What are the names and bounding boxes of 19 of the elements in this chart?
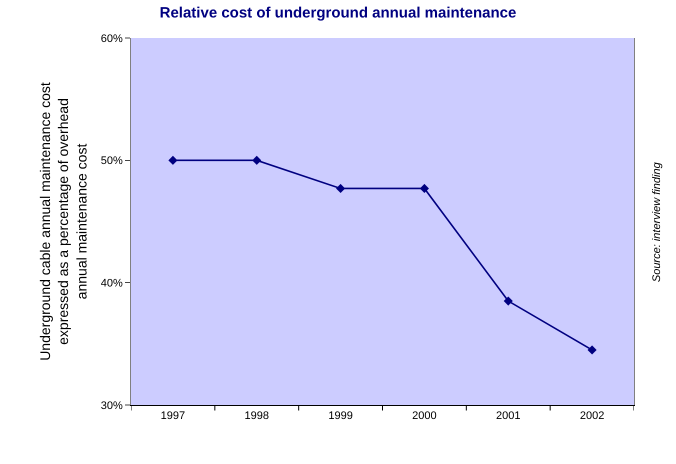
x-tick-label: 2000 — [412, 410, 437, 422]
x-tick-label: 2002 — [580, 410, 604, 422]
point — [252, 156, 262, 165]
source-note: Source: interview finding — [651, 161, 664, 282]
y-tick-label: 50% — [100, 155, 124, 168]
point — [336, 184, 346, 194]
y-tick-label: 40% — [100, 278, 124, 290]
y-tick-label: 60% — [100, 32, 124, 45]
point — [588, 345, 597, 354]
y-tick-label: 30% — [100, 400, 124, 412]
point — [168, 156, 178, 165]
x-tick-label: 1997 — [160, 410, 186, 422]
x-tick-label: 1998 — [244, 410, 269, 422]
x-tick-label: 2001 — [496, 410, 520, 422]
point — [504, 296, 513, 306]
x-tick-label: 1999 — [328, 410, 353, 422]
point — [420, 184, 429, 194]
y-axis-title: Underground cable annual maintenance cost expressed as a percentage of overhead annual maintenance cost — [36, 82, 90, 361]
chart-title: Relative cost of underground annual maintenance — [160, 4, 516, 22]
